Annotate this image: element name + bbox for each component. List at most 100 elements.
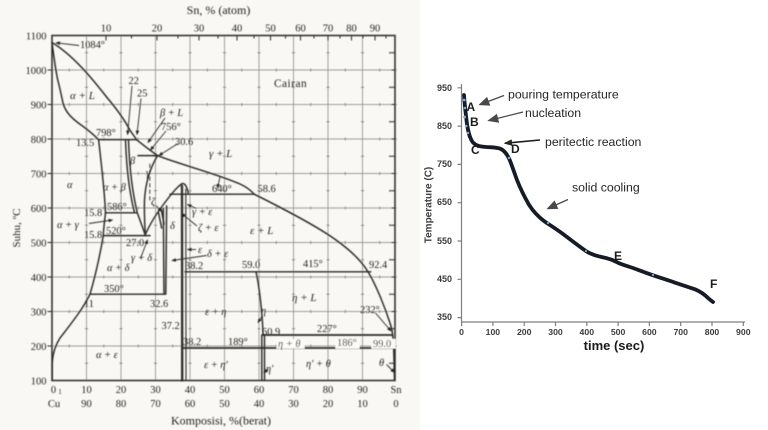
svg-text:80: 80 xyxy=(116,399,127,410)
svg-text:200: 200 xyxy=(517,327,532,337)
svg-text:60: 60 xyxy=(185,399,196,410)
svg-text:400: 400 xyxy=(31,273,47,284)
svg-text:ε + L: ε + L xyxy=(250,225,273,237)
svg-text:40: 40 xyxy=(185,385,196,396)
svg-text:E: E xyxy=(614,249,622,263)
svg-text:Komposisi, %(berat): Komposisi, %(berat) xyxy=(171,414,271,428)
svg-text:38.2: 38.2 xyxy=(185,261,203,272)
svg-text:800: 800 xyxy=(705,327,720,337)
svg-text:25: 25 xyxy=(137,89,147,100)
svg-text:90: 90 xyxy=(370,24,381,35)
svg-text:750: 750 xyxy=(437,159,452,169)
svg-text:640°: 640° xyxy=(212,184,232,195)
svg-text:50: 50 xyxy=(265,24,276,35)
svg-text:1100: 1100 xyxy=(26,32,47,43)
svg-text:η′: η′ xyxy=(266,364,274,375)
svg-text:β + L: β + L xyxy=(159,108,183,119)
svg-text:10: 10 xyxy=(357,399,368,410)
svg-text:F: F xyxy=(710,277,717,291)
svg-text:α + L: α + L xyxy=(70,90,95,102)
svg-text:0: 0 xyxy=(393,399,398,410)
svg-text:550: 550 xyxy=(437,236,452,246)
svg-text:15.8: 15.8 xyxy=(84,230,102,241)
svg-text:α + β: α + β xyxy=(103,183,127,194)
svg-text:70: 70 xyxy=(288,385,299,396)
svg-text:186°: 186° xyxy=(337,338,357,349)
svg-text:70: 70 xyxy=(150,399,161,410)
svg-text:Cu: Cu xyxy=(48,399,61,410)
svg-text:20: 20 xyxy=(323,399,334,410)
svg-text:60.9: 60.9 xyxy=(262,327,280,338)
svg-text:1084°: 1084° xyxy=(80,40,105,51)
svg-text:500: 500 xyxy=(611,327,626,337)
svg-text:22: 22 xyxy=(129,76,139,87)
svg-text:50: 50 xyxy=(219,385,230,396)
svg-text:10: 10 xyxy=(81,385,92,396)
svg-text:450: 450 xyxy=(437,274,452,284)
svg-text:27.0: 27.0 xyxy=(126,238,144,249)
svg-text:ζ: ζ xyxy=(151,197,156,208)
svg-text:1000: 1000 xyxy=(26,66,47,77)
svg-text:20: 20 xyxy=(152,24,163,35)
svg-text:η: η xyxy=(261,306,266,317)
svg-text:798°: 798° xyxy=(96,128,116,139)
svg-text:1: 1 xyxy=(58,388,62,396)
svg-text:58.6: 58.6 xyxy=(258,184,276,195)
svg-text:ε: ε xyxy=(198,245,203,256)
svg-text:850: 850 xyxy=(437,121,452,131)
svg-text:10: 10 xyxy=(101,24,112,35)
svg-text:59.0: 59.0 xyxy=(242,260,260,271)
svg-text:586°: 586° xyxy=(107,202,127,213)
svg-text:700: 700 xyxy=(31,170,47,181)
svg-text:0: 0 xyxy=(459,327,464,337)
svg-text:600: 600 xyxy=(642,327,657,337)
svg-text:350°: 350° xyxy=(104,284,124,295)
svg-text:100: 100 xyxy=(31,377,47,388)
svg-text:Temperature (C): Temperature (C) xyxy=(424,167,435,244)
svg-text:γ + ε: γ + ε xyxy=(192,207,213,218)
svg-text:40: 40 xyxy=(232,24,243,35)
svg-text:80: 80 xyxy=(346,24,357,35)
svg-text:Sn, % (atom): Sn, % (atom) xyxy=(187,3,251,17)
svg-text:90: 90 xyxy=(357,385,368,396)
svg-text:32.6: 32.6 xyxy=(150,299,168,310)
svg-text:α + δ: α + δ xyxy=(107,263,130,274)
svg-text:30: 30 xyxy=(150,385,161,396)
svg-text:350: 350 xyxy=(437,312,452,322)
svg-text:60: 60 xyxy=(254,385,265,396)
svg-text:520°: 520° xyxy=(106,226,126,237)
svg-text:756°: 756° xyxy=(161,122,181,133)
svg-text:90: 90 xyxy=(81,399,92,410)
svg-text:30: 30 xyxy=(194,24,205,35)
svg-text:15.8: 15.8 xyxy=(84,208,102,219)
svg-text:B: B xyxy=(470,115,479,129)
svg-text:30.6: 30.6 xyxy=(175,137,193,148)
svg-text:300: 300 xyxy=(31,308,47,319)
svg-text:900: 900 xyxy=(736,327,751,337)
svg-text:37.2: 37.2 xyxy=(162,321,180,332)
svg-text:415°: 415° xyxy=(303,259,323,270)
svg-text:γ + δ: γ + δ xyxy=(131,253,152,264)
svg-text:30: 30 xyxy=(288,399,299,410)
svg-text:Sn: Sn xyxy=(390,385,402,396)
svg-text:ε + η′: ε + η′ xyxy=(204,360,228,371)
svg-text:0: 0 xyxy=(51,385,56,396)
svg-text:D: D xyxy=(511,142,520,156)
svg-text:600: 600 xyxy=(31,204,47,215)
svg-text:40: 40 xyxy=(254,399,265,410)
svg-text:200: 200 xyxy=(31,342,47,353)
svg-text:232°: 232° xyxy=(360,305,380,316)
svg-text:γ: γ xyxy=(146,168,151,179)
svg-text:11: 11 xyxy=(84,299,94,310)
svg-text:η + θ: η + θ xyxy=(278,339,300,350)
svg-text:nucleation: nucleation xyxy=(525,106,581,120)
svg-text:C: C xyxy=(471,143,480,157)
svg-text:time (sec): time (sec) xyxy=(584,338,645,353)
svg-text:400: 400 xyxy=(580,327,595,337)
svg-text:500: 500 xyxy=(31,239,47,250)
svg-text:99.0: 99.0 xyxy=(373,339,391,350)
svg-text:13.5: 13.5 xyxy=(76,138,94,149)
svg-text:θ: θ xyxy=(379,358,384,369)
svg-text:38.2: 38.2 xyxy=(183,337,201,348)
svg-text:A: A xyxy=(467,100,476,114)
